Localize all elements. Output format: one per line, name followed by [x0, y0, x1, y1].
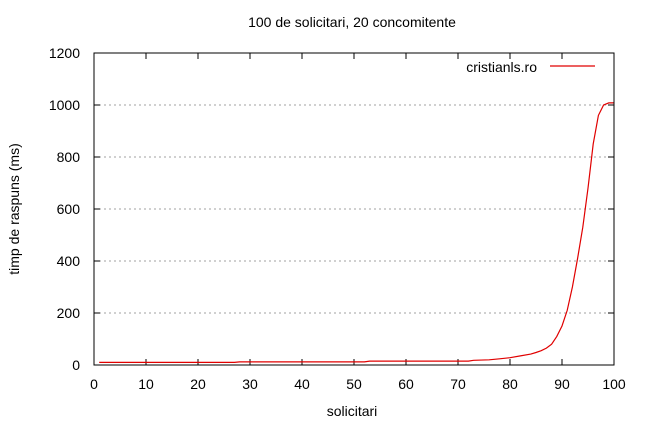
y-tick-label: 800 — [57, 149, 81, 165]
y-tick-label: 0 — [72, 357, 80, 373]
x-tick-labels: 0 10 20 30 40 50 60 70 80 90 100 — [90, 376, 626, 392]
plot-border — [93, 52, 615, 366]
x-tick-label: 20 — [190, 376, 206, 392]
x-tick-label: 0 — [90, 376, 98, 392]
x-tick-label: 100 — [602, 376, 626, 392]
y-tick-label: 400 — [57, 253, 81, 269]
x-tick-label: 30 — [242, 376, 258, 392]
y-gridlines — [94, 104, 614, 314]
x-tick-label: 10 — [138, 376, 154, 392]
x-tick-label: 80 — [502, 376, 518, 392]
series-line-cristianls — [99, 102, 614, 363]
x-tick-label: 40 — [294, 376, 310, 392]
x-tick-label: 70 — [450, 376, 466, 392]
y-tick-label: 1000 — [49, 97, 80, 113]
chart-title: 100 de solicitari, 20 concomitente — [248, 14, 456, 30]
y-tick-label: 600 — [57, 201, 81, 217]
x-tick-label: 50 — [346, 376, 362, 392]
x-tick-label: 90 — [554, 376, 570, 392]
legend-label: cristianls.ro — [466, 59, 537, 75]
legend: cristianls.ro — [466, 59, 595, 75]
y-tick-label: 200 — [57, 305, 81, 321]
y-tick-label: 1200 — [49, 45, 80, 61]
x-tick-label: 60 — [398, 376, 414, 392]
y-tick-labels: 0 200 400 600 800 1000 1200 — [49, 45, 80, 373]
y-axis-label: timp de raspuns (ms) — [6, 143, 22, 274]
x-axis-label: solicitari — [327, 403, 378, 419]
